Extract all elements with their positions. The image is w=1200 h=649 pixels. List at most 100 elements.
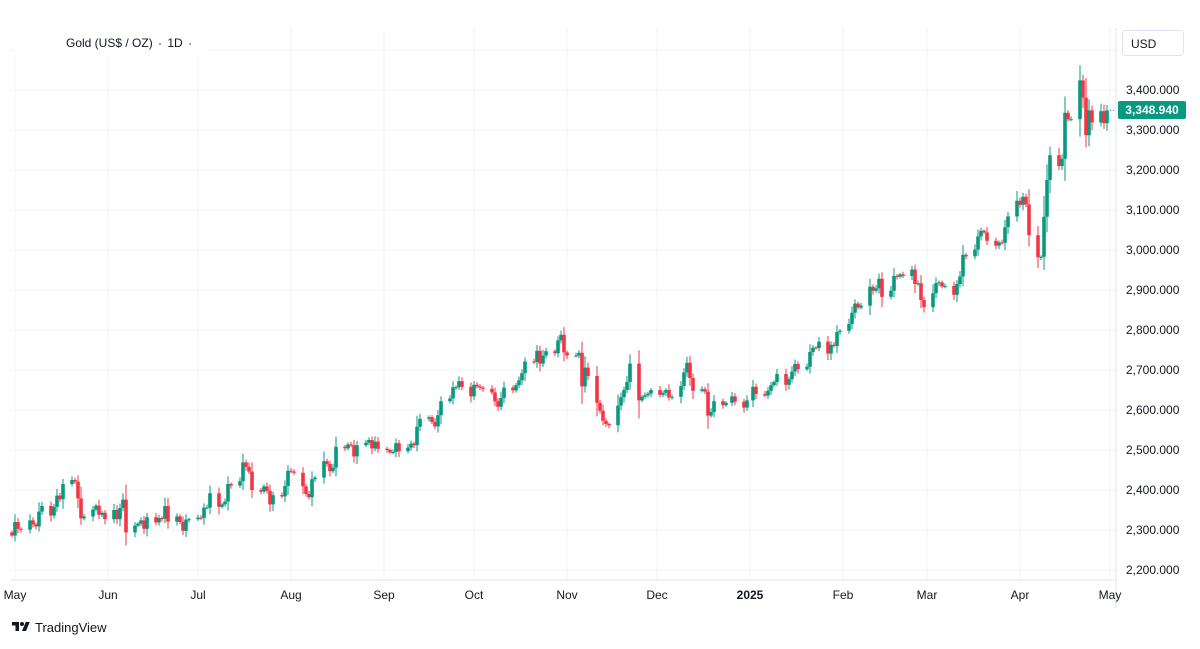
candle-body: [40, 506, 44, 512]
y-tick-label: 2,900.000: [1126, 283, 1180, 297]
candle-body: [73, 480, 77, 482]
candle-body: [649, 390, 653, 394]
candle-body: [94, 505, 98, 510]
candle-body: [175, 516, 179, 522]
x-axis-labels: May Jun Jul Aug Sep Oct Nov Dec 2025 Feb Mar Apr May: [4, 588, 1122, 602]
candle-body: [682, 372, 686, 386]
candle-body: [730, 396, 734, 403]
candle-body: [223, 501, 227, 505]
candle-body: [196, 517, 200, 520]
candle-body: [268, 490, 272, 505]
candle-body: [580, 352, 584, 387]
candle-body: [721, 401, 725, 406]
candle-body: [880, 278, 884, 297]
candle-body: [439, 401, 443, 416]
candle-body: [37, 511, 41, 527]
candle-body: [1081, 80, 1085, 98]
candle-body: [97, 505, 101, 515]
candle-body: [838, 330, 842, 332]
candle-body: [373, 441, 377, 449]
candle-body: [895, 276, 899, 277]
currency-button[interactable]: USD: [1122, 30, 1184, 56]
candle-body: [607, 424, 611, 426]
candle-body: [181, 522, 185, 531]
candle-body: [745, 400, 749, 408]
candle-body: [658, 390, 662, 395]
candle-body: [427, 417, 431, 419]
candle-body: [499, 398, 503, 407]
candle-body: [517, 380, 521, 386]
candle-body: [523, 361, 527, 374]
candle-body: [679, 386, 683, 397]
candle-body: [247, 466, 251, 472]
candle-body: [847, 324, 851, 331]
candle-body: [199, 517, 203, 519]
candle-body: [1102, 111, 1106, 124]
candle-body: [496, 401, 500, 407]
candle-body: [10, 532, 14, 536]
candle-body: [160, 518, 164, 519]
y-tick-label: 2,600.000: [1126, 403, 1180, 417]
candle-body: [604, 420, 608, 424]
candles: [10, 65, 1109, 546]
candle-body: [751, 386, 755, 401]
candle-body: [889, 290, 893, 297]
candle-body: [1042, 216, 1046, 257]
candle-body: [124, 499, 128, 533]
candle-body: [142, 520, 146, 529]
candle-body: [937, 282, 941, 284]
x-tick-label: Apr: [1011, 588, 1030, 602]
x-tick-label: Jul: [190, 588, 205, 602]
candle-body: [877, 278, 881, 289]
candle-body: [724, 402, 728, 406]
candle-body: [406, 447, 410, 452]
candle-body: [640, 396, 644, 401]
tradingview-brand[interactable]: TradingView: [12, 618, 107, 636]
candle-body: [331, 467, 335, 472]
candle-body: [469, 386, 473, 397]
y-tick-label: 3,400.000: [1126, 83, 1180, 97]
candle-body: [304, 486, 308, 494]
candle-body: [1018, 200, 1022, 205]
candle-body: [61, 484, 65, 500]
candle-body: [121, 499, 125, 508]
candle-body: [145, 517, 149, 529]
candle-body: [733, 396, 737, 402]
symbol-legend[interactable]: Gold (US$ / OZ) · 1D ·: [14, 30, 209, 56]
candle-body: [619, 397, 623, 406]
candle-body: [328, 464, 332, 472]
y-tick-label: 2,400.000: [1126, 483, 1180, 497]
candle-body: [1021, 196, 1025, 205]
interval-label: 1D: [167, 36, 183, 50]
grid-lines: [10, 28, 1116, 580]
axes: [10, 28, 1117, 608]
candle-body: [763, 394, 767, 396]
candle-body: [217, 493, 221, 507]
y-tick-label: 2,800.000: [1126, 323, 1180, 337]
candle-body: [982, 230, 986, 233]
candle-body: [454, 387, 458, 389]
x-tick-label: Oct: [465, 588, 484, 602]
candle-body: [1036, 235, 1040, 258]
candle-body: [1066, 112, 1070, 120]
candle-body: [913, 269, 917, 284]
candle-body: [961, 254, 965, 277]
candle-body: [796, 364, 800, 370]
candle-body: [790, 371, 794, 380]
candle-body: [664, 390, 668, 393]
candle-body: [931, 293, 935, 308]
candle-body: [310, 479, 314, 498]
candle-body: [814, 347, 818, 349]
candle-body: [544, 351, 548, 356]
candle-body: [31, 520, 35, 525]
candle-body: [166, 506, 170, 522]
candle-body: [1015, 200, 1019, 217]
candle-body: [1105, 110, 1109, 124]
candle-body: [586, 367, 590, 376]
candle-body: [1057, 155, 1061, 166]
candle-body: [787, 379, 791, 385]
candle-body: [184, 519, 188, 531]
candle-body: [553, 351, 557, 354]
